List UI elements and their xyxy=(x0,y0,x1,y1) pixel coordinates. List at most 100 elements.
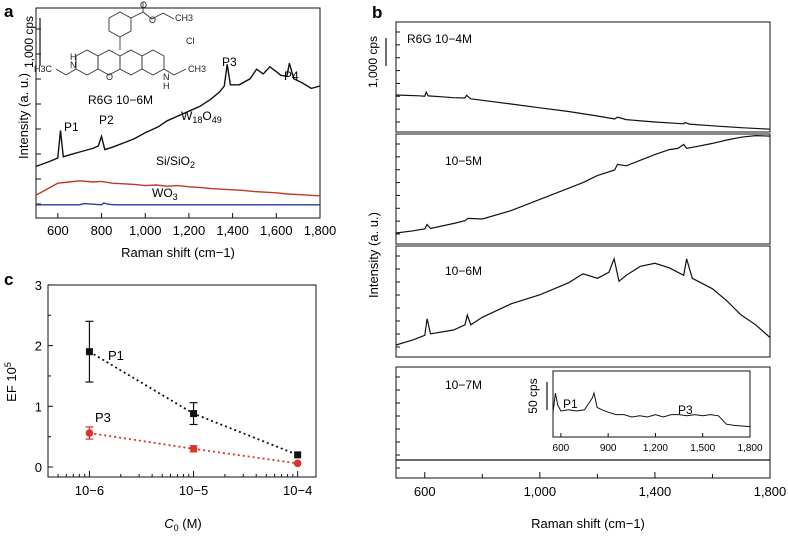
inset-frame xyxy=(552,370,751,438)
atom-n-right-label: N xyxy=(163,72,170,82)
panel-a-x-tick-label: 800 xyxy=(91,223,113,238)
series-label-w18o49: W18O49 xyxy=(181,109,222,125)
panel-a-line-2 xyxy=(35,180,321,197)
inset-x-tick-label: 1,500 xyxy=(690,443,715,454)
panel-a-sample-label: R6G 10−6M xyxy=(88,93,153,107)
panel-c-ylabel: EF 105 xyxy=(3,362,19,402)
panel-a-x-tick-label: 600 xyxy=(47,223,69,238)
h3c-label: H3C xyxy=(34,64,53,74)
panel-c-xlabel: C0 (M) xyxy=(164,516,202,533)
panel-b-frames xyxy=(395,21,771,479)
panel-c-x-tick-label: 10−4 xyxy=(283,483,312,498)
inset-x-tick-label: 900 xyxy=(600,443,617,454)
atom-h-left-label: H xyxy=(70,52,77,62)
panel-c-y-ticks: 0 1 2 3 xyxy=(35,278,53,475)
panel-c-y-tick-label: 2 xyxy=(35,339,42,354)
panel-c-y-tick-label: 3 xyxy=(35,278,42,293)
panel-a-x-tick-label: 1,800 xyxy=(304,223,337,238)
panel-a-line-1 xyxy=(35,63,321,168)
sub-label-1e-4: R6G 10−4M xyxy=(407,32,472,46)
inset-x-ticks: 600 900 1,200 1,500 1,800 xyxy=(553,433,763,454)
panel-a-line-3 xyxy=(36,202,320,206)
panel-a-series xyxy=(35,63,321,206)
atom-n-left-label: N xyxy=(70,60,77,70)
panel-b-line-2 xyxy=(395,134,771,234)
panel-c-legend-p1: P1 xyxy=(108,348,124,363)
panel-letter-c: c xyxy=(4,270,13,289)
panel-b-frame-2 xyxy=(395,133,771,245)
panel-c-point-p1 xyxy=(85,348,93,356)
panel-b-line-3 xyxy=(395,256,771,346)
panel-b-x-tick-label: 1,400 xyxy=(639,484,672,499)
panel-b-x-tick-label: 1,800 xyxy=(754,484,787,499)
panel-c-point-p1 xyxy=(294,451,302,459)
panel-c-legend-p3: P3 xyxy=(95,410,111,425)
panel-b-x-ticks: 600 1,000 1,400 1,800 xyxy=(414,472,786,499)
ch3-right-label: CH3 xyxy=(188,64,206,74)
panel-b-inset: 50 cps 600 900 1,200 1,500 1,800 P1 P3 xyxy=(526,370,763,454)
panel-a: 600 800 1,000 1,200 1,400 1,600 1,800 Intensit… xyxy=(16,0,336,260)
inset-x-tick-label: 1,800 xyxy=(737,443,762,454)
panel-b-frame-1 xyxy=(395,21,771,133)
panel-b-frame-3 xyxy=(395,245,771,358)
panel-c-series xyxy=(85,320,302,468)
panel-c-y-tick-label: 1 xyxy=(35,399,42,414)
series-label-si: Si/SiO2 xyxy=(156,154,195,170)
ch3-label: CH3 xyxy=(175,13,193,23)
sub-label-1e-7: 10−7M xyxy=(445,378,482,392)
cl-label: Cl xyxy=(186,36,195,46)
sub-label-1e-5: 10−5M xyxy=(445,154,482,168)
atom-o2-label: O xyxy=(149,15,156,25)
panel-a-xlabel: Raman shift (cm−1) xyxy=(121,245,235,260)
panel-b-x-tick-label: 600 xyxy=(414,484,436,499)
panel-b-scale-label: 1,000 cps xyxy=(366,36,380,88)
panel-c-x-tick-label: 10−6 xyxy=(75,483,104,498)
peak-label-p3: P3 xyxy=(222,55,237,69)
panel-c-point-p1 xyxy=(190,410,198,418)
panel-b-ylabel: Intensity (a. u.) xyxy=(366,212,381,298)
panel-b-frame-4 xyxy=(395,366,771,479)
atom-h-right-label: H xyxy=(163,81,170,91)
inset-x-tick-label: 600 xyxy=(553,443,570,454)
inset-peak-p3: P3 xyxy=(678,403,693,417)
panel-c-point-p3 xyxy=(189,444,198,453)
panel-c-x-ticks: 10−6 10−5 10−4 xyxy=(57,471,312,498)
panel-c-point-p3 xyxy=(85,429,94,437)
panel-b-x-tick-label: 1,000 xyxy=(524,484,557,499)
inset-peak-p1: P1 xyxy=(563,397,578,411)
atom-o3-label: O xyxy=(106,72,113,82)
sub-label-1e-6: 10−6M xyxy=(445,264,482,278)
panel-a-x-tick-label: 1,600 xyxy=(260,223,293,238)
panel-letter-b: b xyxy=(372,3,382,22)
series-label-wo3: WO3 xyxy=(152,186,178,202)
atom-o-label: O xyxy=(140,0,147,10)
panel-a-ylabel: Intensity (a. u.) xyxy=(16,73,31,159)
panel-a-frame xyxy=(35,7,321,219)
panel-b-series xyxy=(395,90,771,461)
peak-label-p2: P2 xyxy=(99,113,114,127)
panel-a-scale-label: 1,000 cps xyxy=(22,16,36,68)
r6g-molecule-structure xyxy=(55,2,187,76)
panel-c-frame xyxy=(47,284,317,478)
panel-a-y-ticks xyxy=(36,28,41,205)
panel-b-xlabel: Raman shift (cm−1) xyxy=(531,516,645,531)
panel-letter-a: a xyxy=(4,2,14,21)
panel-a-x-tick-label: 1,400 xyxy=(216,223,249,238)
peak-label-p4: P4 xyxy=(284,69,299,83)
panel-c: 0 1 2 3 10−6 10−5 10−4 EF 105 C0 (M) P1 P3 xyxy=(3,278,317,533)
inset-scale-label: 50 cps xyxy=(526,378,540,413)
inset-line xyxy=(552,391,751,428)
panel-c-point-p3 xyxy=(293,459,302,468)
panel-c-x-tick-label: 10−5 xyxy=(179,483,208,498)
molecule-atom-labels: O O CH3 Cl O N H H3C N H CH3 xyxy=(34,0,206,91)
panel-b: Intensity (a. u.) Raman shift (cm−1) 600… xyxy=(366,21,786,531)
panel-a-x-tick-label: 1,000 xyxy=(129,223,162,238)
peak-label-p1: P1 xyxy=(64,120,79,134)
panel-b-line-1 xyxy=(395,90,771,130)
panel-c-y-tick-label: 0 xyxy=(35,460,42,475)
inset-x-tick-label: 1,200 xyxy=(643,443,668,454)
panel-a-x-ticks: 600 800 1,000 1,200 1,400 1,600 1,800 xyxy=(47,213,336,238)
inset-series xyxy=(552,391,751,428)
panel-a-x-tick-label: 1,200 xyxy=(173,223,206,238)
